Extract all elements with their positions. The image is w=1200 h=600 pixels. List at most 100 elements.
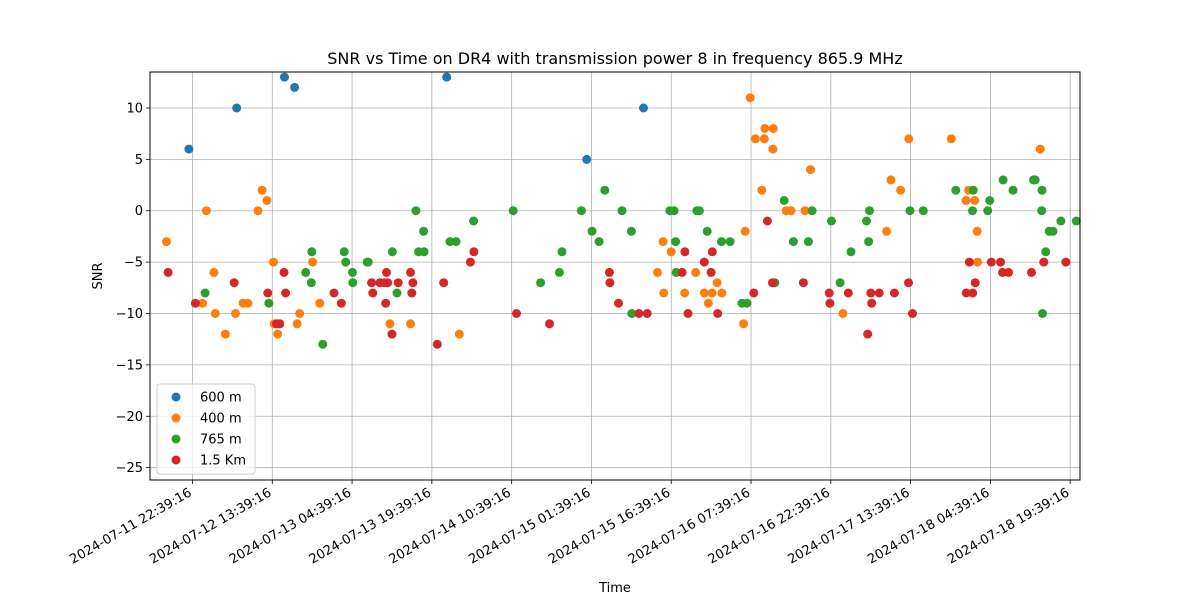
point-series-1	[201, 206, 211, 216]
point-series-2	[419, 226, 429, 236]
point-series-3	[1061, 257, 1071, 267]
point-series-1	[750, 134, 760, 144]
point-series-1	[1035, 144, 1045, 154]
plot-area-frame	[149, 71, 1081, 481]
y-axis-label: SNR	[91, 262, 106, 289]
point-series-2	[387, 247, 397, 257]
point-series-1	[768, 144, 778, 154]
point-series-3	[439, 278, 449, 288]
point-series-3	[904, 278, 913, 288]
point-series-2	[803, 237, 813, 247]
point-series-1	[269, 257, 278, 267]
y-tick-label: 0	[135, 204, 143, 219]
legend-label: 600 m	[200, 391, 242, 406]
point-series-1	[220, 329, 230, 339]
point-series-3	[329, 288, 339, 298]
point-series-2	[862, 216, 871, 226]
point-series-2	[725, 237, 735, 247]
y-tick-label: 5	[135, 153, 143, 168]
point-series-0	[290, 82, 300, 92]
point-series-2	[985, 196, 995, 205]
point-series-1	[739, 319, 749, 329]
point-series-1	[315, 298, 325, 308]
point-series-1	[209, 267, 219, 277]
point-series-2	[846, 247, 856, 257]
y-tick-label: −20	[116, 410, 143, 425]
legend-box	[156, 383, 256, 475]
y-axis: −25 −20 −15 −10 −5 0 5 10	[116, 101, 150, 476]
point-series-2	[1041, 247, 1051, 257]
point-series-3	[279, 267, 289, 277]
point-series-3	[889, 288, 899, 298]
point-series-1	[712, 278, 722, 288]
point-series-3	[381, 298, 391, 308]
point-series-2	[951, 185, 961, 195]
point-series-3	[545, 319, 554, 329]
point-series-1	[454, 329, 464, 339]
point-series-3	[382, 267, 391, 277]
point-series-3	[407, 288, 417, 298]
point-series-2	[865, 206, 874, 216]
point-series-2	[626, 226, 636, 236]
point-series-2	[983, 206, 993, 216]
point-series-3	[707, 247, 717, 257]
point-series-3	[393, 278, 403, 288]
point-series-1	[838, 309, 848, 318]
point-series-3	[406, 267, 415, 277]
point-series-2	[826, 216, 836, 226]
point-series-1	[273, 329, 283, 339]
point-series-2	[587, 226, 597, 236]
point-series-1	[666, 247, 676, 257]
point-series-2	[536, 278, 546, 288]
point-series-3	[970, 278, 980, 288]
point-series-2	[779, 196, 789, 205]
point-series-1	[691, 267, 701, 277]
point-series-3	[706, 267, 716, 277]
point-series-1	[243, 298, 253, 308]
point-series-1	[786, 206, 796, 216]
point-series-0	[280, 72, 289, 82]
point-series-2	[627, 309, 637, 318]
point-series-2	[1056, 216, 1066, 226]
point-series-2	[788, 237, 798, 247]
point-series-1	[231, 309, 240, 318]
point-series-0	[582, 154, 592, 164]
point-series-2	[617, 206, 627, 216]
point-series-2	[348, 267, 357, 277]
point-series-2	[1071, 216, 1081, 226]
point-series-2	[594, 237, 604, 247]
point-series-3	[604, 267, 614, 277]
point-series-2	[694, 206, 704, 216]
point-series-1	[262, 196, 272, 205]
point-series-2	[419, 247, 429, 257]
point-series-2	[1038, 309, 1047, 318]
point-series-3	[1004, 267, 1013, 277]
point-series-3	[190, 298, 200, 308]
point-series-3	[768, 278, 777, 288]
point-series-1	[806, 165, 815, 175]
point-series-1	[292, 319, 302, 329]
legend-marker	[171, 434, 181, 444]
point-series-1	[659, 288, 669, 298]
point-series-2	[835, 278, 845, 288]
point-series-1	[385, 319, 395, 329]
point-series-3	[866, 288, 876, 298]
point-series-2	[1048, 226, 1058, 236]
legend: 600 m 400 m 765 m 1.5 Km	[156, 383, 256, 475]
point-series-3	[863, 329, 873, 339]
point-series-3	[908, 309, 917, 318]
point-series-1	[703, 298, 713, 308]
legend-label: 765 m	[200, 433, 242, 448]
point-series-3	[642, 309, 652, 318]
point-series-1	[972, 226, 982, 236]
point-series-2	[341, 257, 351, 267]
point-series-0	[184, 144, 194, 154]
point-series-1	[946, 134, 956, 144]
point-series-2	[1037, 206, 1047, 216]
point-series-2	[918, 206, 928, 216]
point-series-0	[442, 72, 452, 82]
point-series-3	[465, 257, 475, 267]
point-series-3	[749, 288, 759, 298]
point-series-3	[699, 257, 709, 267]
